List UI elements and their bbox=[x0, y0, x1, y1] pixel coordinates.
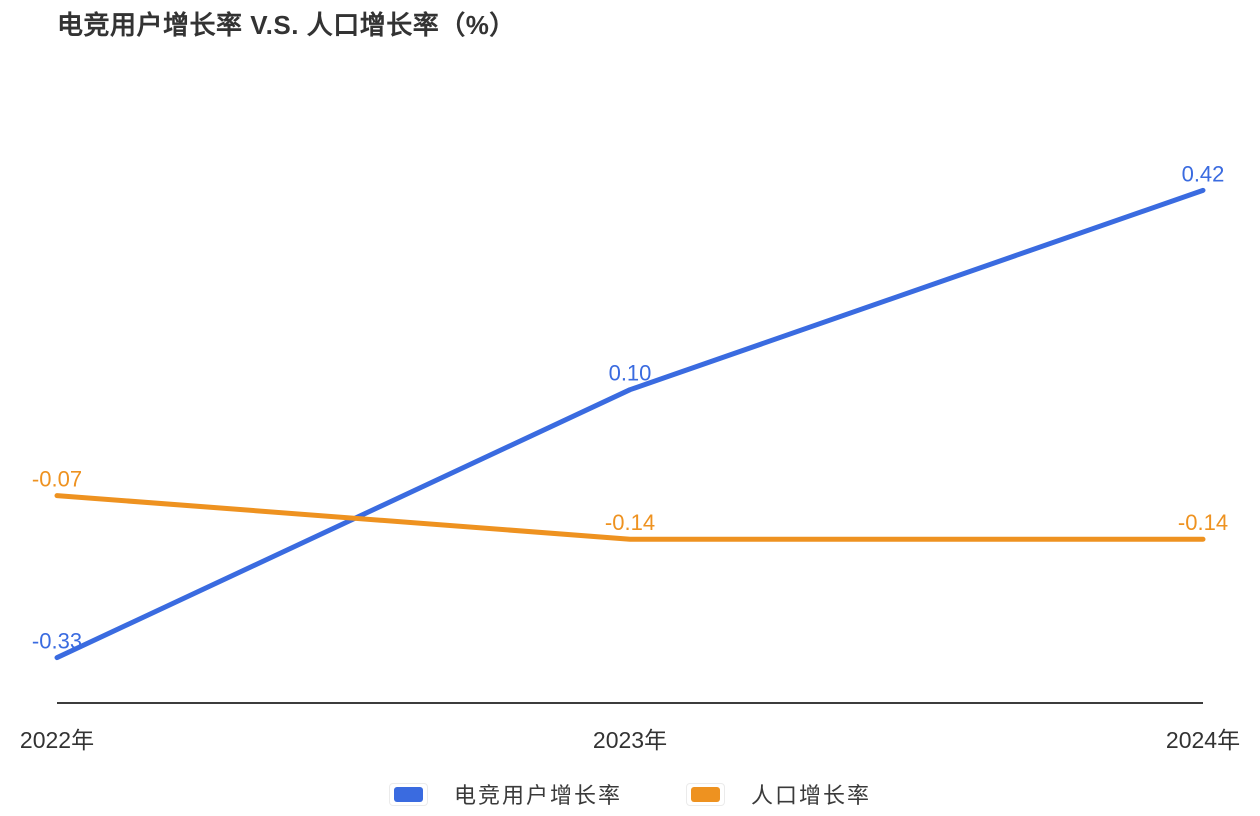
x-tick-label: 2023年 bbox=[593, 727, 667, 753]
legend-swatch-esports-icon bbox=[388, 782, 428, 806]
data-label: -0.07 bbox=[32, 467, 82, 492]
legend-swatch-color bbox=[393, 786, 423, 802]
data-label: 0.42 bbox=[1182, 161, 1225, 186]
series-line-0 bbox=[54, 187, 1206, 661]
legend-item-esports-growth[interactable]: 电竞用户增长率 bbox=[388, 778, 622, 810]
legend-label-esports-growth: 电竞用户增长率 bbox=[453, 783, 622, 808]
x-tick-label: 2024年 bbox=[1166, 727, 1240, 753]
chart-title: 电竞用户增长率 V.S. 人口增长率（%） bbox=[57, 10, 516, 40]
data-label: 0.10 bbox=[609, 361, 652, 386]
data-label: -0.14 bbox=[605, 510, 655, 535]
data-label: -0.33 bbox=[32, 629, 82, 654]
x-tick-label: 2022年 bbox=[20, 727, 94, 753]
data-label: -0.14 bbox=[1178, 510, 1228, 535]
legend-label-population-growth: 人口增长率 bbox=[751, 783, 872, 808]
legend-swatch-population-icon bbox=[686, 782, 725, 806]
legend-swatch-color bbox=[691, 786, 720, 802]
chart-legend: 电竞用户增长率 人口增长率 bbox=[0, 778, 1260, 810]
legend-item-population-growth[interactable]: 人口增长率 bbox=[686, 778, 871, 810]
series-line-1 bbox=[54, 493, 1206, 542]
